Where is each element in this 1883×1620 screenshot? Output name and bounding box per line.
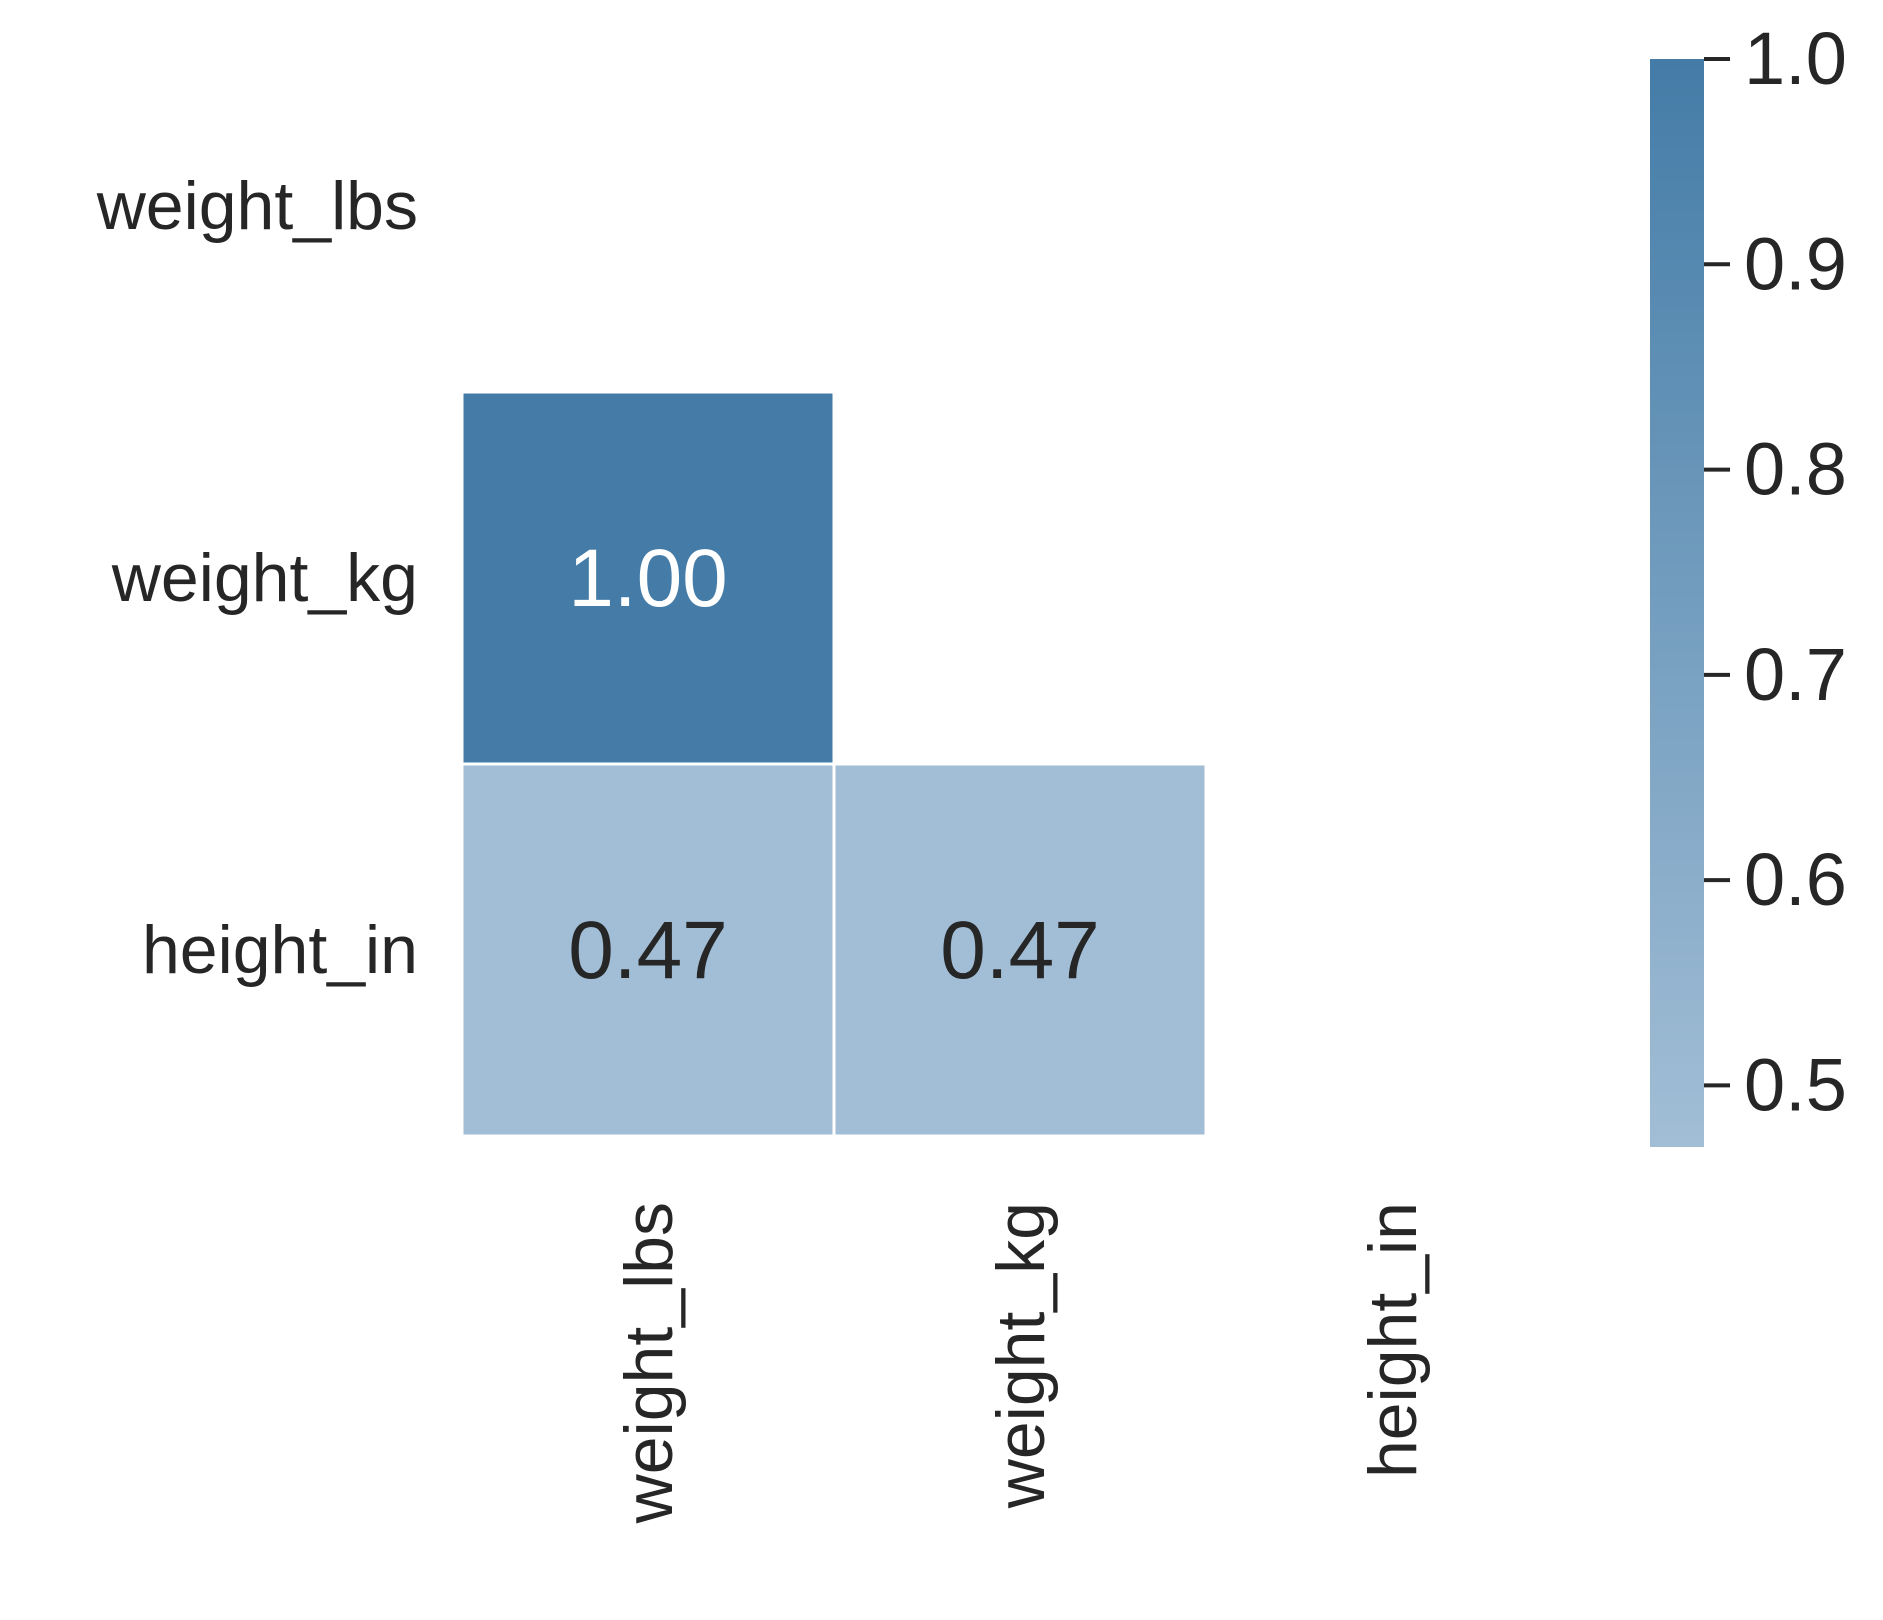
heatmap-cell-weight_kg-weight_lbs [463, 393, 833, 763]
colorbar-tick-label: 0.5 [1744, 1043, 1847, 1126]
y-tick-label: weight_lbs [96, 168, 418, 244]
x-tick-label: weight_lbs [611, 1202, 687, 1524]
y-tick-label: height_in [142, 912, 418, 988]
heatmap-cells [463, 393, 1205, 1135]
x-tick-label: weight_kg [983, 1202, 1059, 1509]
colorbar-tick-label: 0.6 [1744, 838, 1847, 921]
heatmap-cell-height_in-weight_lbs [463, 765, 833, 1135]
colorbar-tick-label: 1.0 [1744, 17, 1847, 100]
colorbar-ticks: 0.5 0.6 0.7 0.8 0.9 1.0 [1704, 17, 1847, 1126]
cell-value-label: 0.47 [940, 905, 1100, 996]
heatmap-cell-height_in-weight_kg [835, 765, 1205, 1135]
cell-value-label: 0.47 [568, 905, 728, 996]
x-tick-label: height_in [1355, 1202, 1431, 1478]
colorbar [1650, 59, 1704, 1147]
x-tick-labels: weight_lbs weight_kg height_in [611, 1202, 1431, 1524]
colorbar-gradient [1650, 59, 1704, 1147]
y-tick-labels: weight_lbs weight_kg height_in [96, 168, 418, 988]
y-tick-label: weight_kg [111, 540, 418, 616]
heatmap-cell-labels: 1.00 0.47 0.47 [568, 533, 1100, 996]
cell-value-label: 1.00 [568, 533, 728, 624]
colorbar-tick-label: 0.8 [1744, 428, 1847, 511]
colorbar-tick-label: 0.9 [1744, 222, 1847, 305]
colorbar-tick-label: 0.7 [1744, 633, 1847, 716]
